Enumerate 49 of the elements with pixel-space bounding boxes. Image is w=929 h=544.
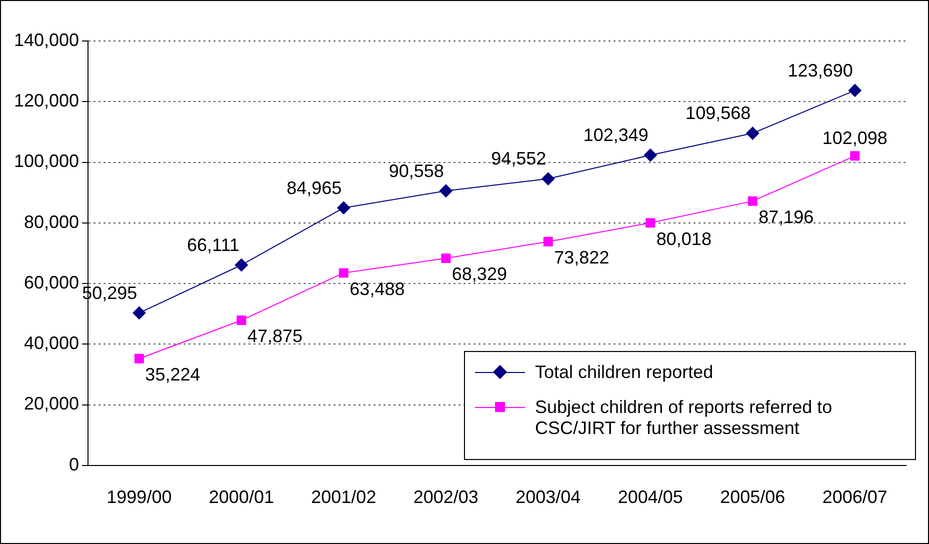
- point: [338, 268, 348, 278]
- x-tick-label: 2004/05: [618, 487, 683, 508]
- point: [439, 184, 452, 198]
- point: [542, 172, 555, 186]
- data-label: 109,568: [686, 103, 751, 124]
- y-tick-label: 80,000: [24, 212, 80, 232]
- y-tick-label: 0: [69, 454, 80, 474]
- point: [850, 151, 860, 161]
- x-tick-label: 2001/02: [311, 487, 376, 508]
- data-label: 47,875: [247, 326, 302, 346]
- data-label: 73,822: [554, 248, 610, 268]
- x-tick-label: 2003/04: [516, 487, 581, 508]
- legend-label: Total children reported: [535, 362, 714, 383]
- point: [644, 148, 657, 162]
- x-tick-label: 1999/00: [106, 487, 172, 508]
- point: [848, 84, 862, 97]
- data-label: 123,690: [788, 60, 853, 80]
- point: [337, 201, 350, 214]
- x-tick-label: 2002/03: [413, 487, 478, 508]
- point: [132, 306, 146, 320]
- x-tick-label: 2000/01: [208, 487, 274, 508]
- data-label: 102,349: [583, 125, 648, 146]
- data-label: 84,965: [286, 178, 342, 198]
- point: [134, 354, 144, 364]
- point: [441, 254, 451, 264]
- data-label: 90,558: [388, 160, 444, 181]
- data-label: 94,552: [491, 148, 546, 169]
- y-tick-label: 100,000: [14, 151, 80, 172]
- y-tick-label: 60,000: [24, 272, 80, 292]
- x-tick-label: 2006/07: [822, 487, 888, 508]
- point: [234, 258, 248, 272]
- data-label: 68,329: [452, 264, 507, 284]
- point: [236, 316, 246, 326]
- legend-label: Subject children of reports referred to CSC/JIRT for further assessment: [535, 397, 834, 439]
- y-tick-label: 40,000: [24, 333, 80, 354]
- y-tick-label: 20,000: [24, 394, 80, 414]
- data-label: 87,196: [758, 207, 814, 228]
- y-tick-label: 120,000: [14, 90, 80, 111]
- x-tick-label: 2005/06: [720, 487, 786, 508]
- point: [543, 236, 553, 246]
- data-label: 35,224: [145, 364, 200, 385]
- data-label: 63,488: [350, 278, 405, 299]
- y-tick-label: 140,000: [14, 30, 80, 50]
- point: [746, 126, 760, 140]
- point: [748, 196, 758, 206]
- data-label: 66,111: [187, 234, 240, 255]
- data-label: 80,018: [656, 228, 712, 249]
- point: [646, 218, 656, 228]
- data-label: 102,098: [822, 128, 888, 148]
